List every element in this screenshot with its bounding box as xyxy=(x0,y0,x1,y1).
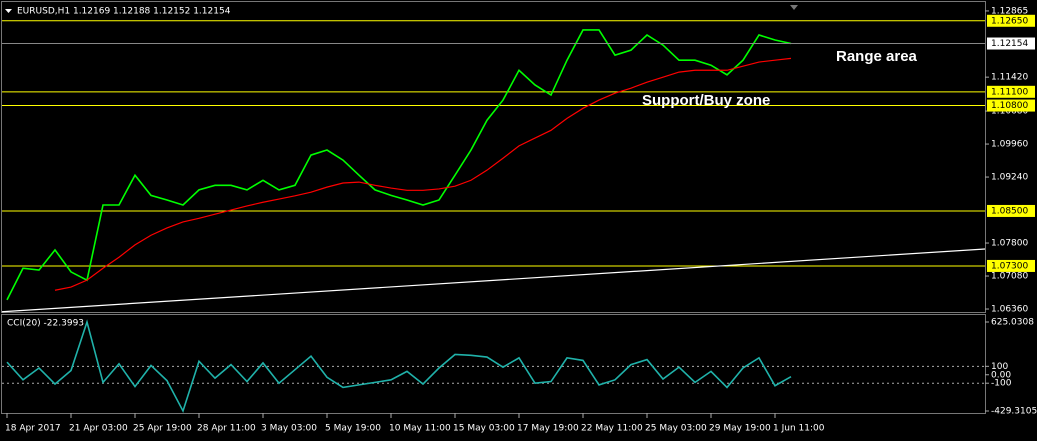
x-tick-label: 15 May 03:00 xyxy=(453,424,515,434)
series-line xyxy=(54,57,792,291)
y-tick-label: 625.0308 xyxy=(991,318,1034,328)
annotation: Support/Buy zone xyxy=(642,92,770,109)
y-tick-label: 1.06360 xyxy=(991,305,1028,315)
level-label-bg xyxy=(987,85,1035,98)
level-label-bg xyxy=(987,99,1035,112)
level-label-bg xyxy=(987,14,1035,27)
y-tick-label: 1.09960 xyxy=(991,140,1028,150)
annotation: Range area xyxy=(836,48,918,65)
current-price-label: 1.12154 xyxy=(991,39,1028,49)
x-tick-label: 25 May 03:00 xyxy=(645,424,707,434)
level-label: 1.10800 xyxy=(991,101,1028,111)
level-label-bg xyxy=(987,259,1035,272)
x-tick-label: 10 May 11:00 xyxy=(389,424,451,434)
y-tick-label: 0.00 xyxy=(991,370,1011,380)
menu-arrow[interactable] xyxy=(5,9,12,13)
x-tick-label: 25 Apr 19:00 xyxy=(133,424,192,434)
x-tick-label: 22 May 11:00 xyxy=(581,424,643,434)
main-frame xyxy=(1,1,986,313)
x-tick-label: 28 Apr 11:00 xyxy=(197,424,256,434)
y-tick-label: 1.11420 xyxy=(991,73,1028,83)
x-tick-label: 21 Apr 03:00 xyxy=(69,424,128,434)
y-tick-label: -100 xyxy=(991,379,1012,389)
y-tick-label: 1.07800 xyxy=(991,239,1028,249)
current-price-bg xyxy=(987,37,1035,50)
level-label-bg xyxy=(987,204,1035,217)
chart-title: EURUSD,H1 1.12169 1.12188 1.12152 1.1215… xyxy=(17,7,231,17)
indicator-frame xyxy=(1,314,986,414)
y-tick-label: -429.3105 xyxy=(991,407,1037,417)
shift-marker xyxy=(790,5,798,10)
x-tick-label: 3 May 03:00 xyxy=(261,424,317,434)
level-label: 1.07300 xyxy=(991,261,1028,271)
trendline xyxy=(1,248,986,313)
series-line xyxy=(6,319,792,414)
level-label: 1.08500 xyxy=(991,206,1028,216)
x-tick-label: 1 Jun 11:00 xyxy=(773,424,825,434)
y-tick-label: 1.09240 xyxy=(991,173,1028,183)
x-tick-label: 29 May 19:00 xyxy=(709,424,771,434)
y-tick-label: 1.07080 xyxy=(991,272,1028,282)
x-tick-label: 17 May 19:00 xyxy=(517,424,579,434)
y-tick-label: 100 xyxy=(991,362,1008,372)
x-tick-label: 5 May 19:00 xyxy=(325,424,381,434)
level-label: 1.12650 xyxy=(991,16,1028,26)
y-tick-label: 1.12865 xyxy=(991,6,1028,16)
indicator-title: CCI(20) -22.3993 xyxy=(7,319,84,329)
level-label: 1.11100 xyxy=(991,87,1028,97)
x-tick-label: 18 Apr 2017 xyxy=(5,424,61,434)
